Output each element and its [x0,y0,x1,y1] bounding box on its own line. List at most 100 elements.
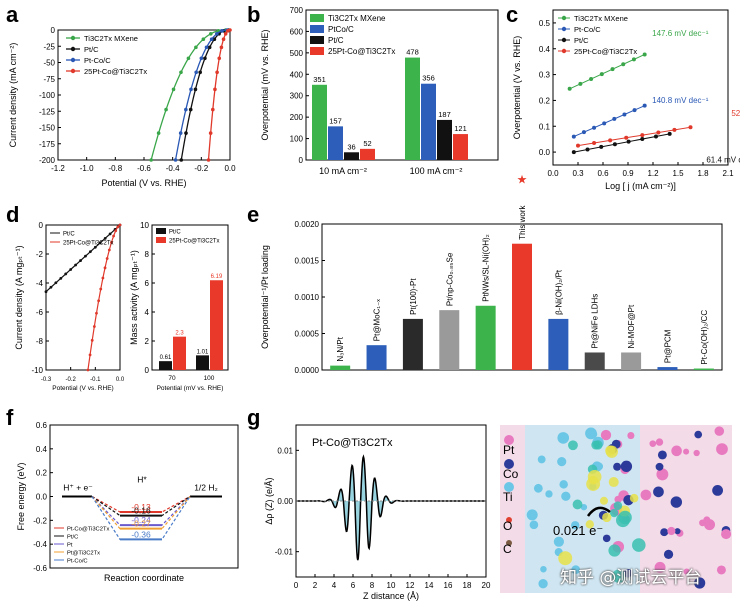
g-xtick-label: 12 [406,581,415,590]
c-point [640,137,645,142]
c-point [656,130,661,135]
dl-legend-label: 25Pt-Co@Ti3C2Tx [63,241,114,247]
dr-legend-swatch [156,237,166,243]
f-ytick-label: 0.4 [36,445,48,454]
b-ytick-label: 400 [290,70,304,79]
c-xtick-label: 0.0 [547,169,559,178]
e-bar [621,352,642,370]
b-legend-label: 25Pt-Co@Ti3C2Tx [328,47,395,56]
b-data-label: 356 [422,74,435,83]
b-legend-swatch [310,36,324,44]
a-xtick-label: -1.0 [80,164,94,173]
struct-atom [558,432,565,440]
b-data-label: 187 [438,110,451,119]
struct-atom [571,521,580,530]
a-series-point [199,56,204,61]
a-xlabel: Potential (V vs. RHE) [101,178,186,188]
b-legend-label: Pt/C [328,36,344,45]
struct-density-lobe [591,440,601,450]
a-xtick-label: -0.6 [137,164,151,173]
c-point [599,72,604,77]
dl-series-line [45,224,121,293]
dl-xlabel: Potential (V vs. RHE) [52,385,113,392]
e-category-label: This work [518,204,527,239]
e-category-label: PtNWs/SL-Ni(OH)₂ [482,234,491,302]
panel-label-f: f [6,405,14,430]
c-ytick-label: 0.3 [539,71,551,80]
dl-point [92,325,96,328]
struct-density-lobe [568,440,578,451]
c-xtick-label: 1.8 [697,169,709,178]
e-bar [475,305,496,370]
e-ytick-label: 0.0000 [295,366,320,375]
c-point [571,150,576,155]
struct-atom [600,429,612,441]
dl-point [79,259,82,262]
a-series-point [171,87,176,92]
c-slope-label: 140.8 mV dec⁻¹ [652,96,709,105]
c-slope-label: 61.4 mV dec⁻¹ [706,155,740,164]
e-bar [330,365,351,370]
c-point [610,67,615,72]
e-category-label: Pt@MoC₁₋ₓ [373,299,382,341]
a-series-point [212,37,217,41]
chart-g-charge-density: 0.01 0.00 -0.01 0 2 4 6 8 10 12 14 16 18 20 Z distance… [264,424,491,601]
b-legend-label: Ti3C2Tx MXene [328,14,386,23]
e-ytick-label: 0.0015 [295,257,320,266]
chart-b-overpotential-bars: 0 100 200 300 400 500 600 700 Overpotential (mV … [260,6,499,176]
struct-legend-label: Pt [503,443,515,457]
dl-point [101,276,105,280]
dl-point [64,272,68,276]
dl-point [99,287,103,291]
struct-atom [537,455,546,464]
c-point [589,76,594,81]
dr-data-label: 1.01 [197,349,209,355]
struct-density-lobe [605,445,616,456]
f-ytick-label: 0.2 [36,469,48,478]
dr-legend-swatch [156,228,166,234]
c-legend-marker [561,37,567,43]
a-series-point [188,107,193,112]
e-ytick-label: 0.0005 [295,330,320,339]
struct-atom [683,448,690,455]
a-ytick-label: -125 [39,107,56,116]
dl-xtick-label: -0.2 [65,377,76,383]
struct-atom [671,445,682,457]
a-series-point [208,131,213,135]
b-bar [405,57,420,161]
dl-point [89,250,92,254]
e-category-label: Ni-MOF@Pt [627,304,636,348]
c-xtick-label: 1.5 [672,169,684,178]
e-category-label: N₃N/Pt [336,336,345,361]
e-category-label: Pt@NiFe LDHs [591,294,600,349]
panel-label-b: b [247,2,260,27]
g-title: Pt-Co@Ti3C2Tx [312,437,393,449]
c-point [688,125,693,130]
c-frame [552,9,729,166]
struct-atom [533,483,543,493]
g-xtick-label: 10 [387,581,396,590]
dl-ytick-label: -4 [36,279,44,288]
a-ylabel: Current density (mA cm⁻²) [8,43,18,148]
dl-point [97,299,101,303]
b-data-label: 52 [363,139,371,148]
dr-frame [151,224,229,371]
c-point [632,108,637,113]
a-series-point [186,56,191,61]
c-point [592,125,597,130]
e-category-label: Pt-Co(OH)₂/CC [700,310,709,365]
c-point [667,131,672,136]
c-point [642,103,647,108]
chart-a-polarization: 0 -25 -50 -75 -100 -125 -150 -175 -200-1.2 -1.0 -0… [8,26,236,188]
struct-legend-label: C [503,542,512,556]
dl-xtick-label: -0.3 [41,377,52,383]
g-xtick-label: 6 [351,581,356,590]
c-xtick-label: 0.9 [622,169,634,178]
a-series-point [156,131,161,135]
c-legend-marker [561,48,567,54]
a-xtick-label: -1.2 [51,164,65,173]
panel-label-d: d [6,202,19,227]
b-ytick-label: 300 [290,92,304,101]
g-xtick-label: 16 [444,581,453,590]
c-point [622,112,627,117]
